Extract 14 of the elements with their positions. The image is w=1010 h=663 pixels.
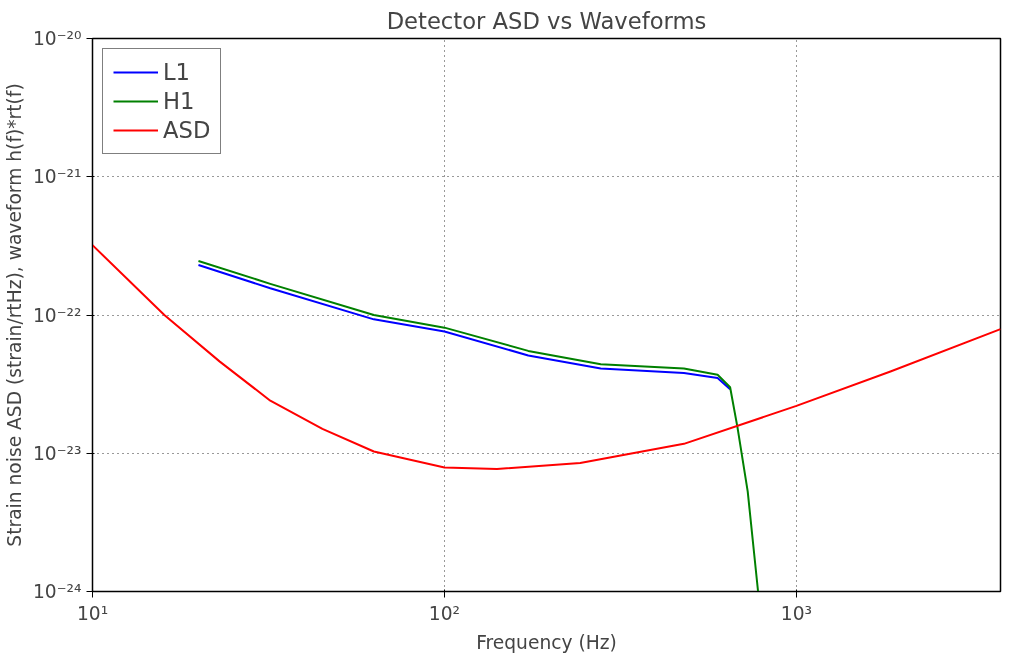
y-tick-label: 10⁻²⁰ xyxy=(32,28,82,49)
legend-label: ASD xyxy=(163,117,211,143)
y-tick-label: 10⁻²² xyxy=(32,304,82,326)
x-tick-label: 10³ xyxy=(780,602,813,624)
x-axis-title: Frequency (Hz) xyxy=(476,631,617,653)
x-tick-label: 10¹ xyxy=(76,602,109,624)
y-tick-label: 10⁻²³ xyxy=(32,442,82,464)
y-tick-label: 10⁻²⁴ xyxy=(32,581,82,602)
legend-label: L1 xyxy=(163,59,191,85)
legend-label: H1 xyxy=(163,88,195,114)
x-tick-label: 10² xyxy=(428,602,461,624)
chart-title: Detector ASD vs Waveforms xyxy=(386,7,707,34)
y-tick-label: 10⁻²¹ xyxy=(32,166,82,188)
y-axis-title: Strain noise ASD (strain/rtHz), waveform h(f)*rt(f) xyxy=(3,83,25,547)
